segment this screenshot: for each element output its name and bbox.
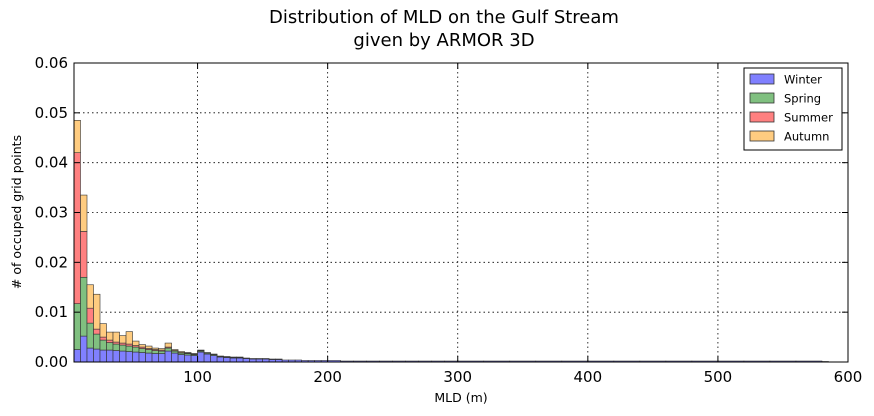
bar-autumn-40	[119, 335, 127, 344]
chart-subtitle: given by ARMOR 3D	[353, 30, 534, 51]
x-tick-label-2: 300	[443, 368, 472, 386]
y-axis-label: # of occuped grid points	[9, 135, 24, 289]
bar-winter-5	[73, 349, 81, 363]
bar-winter-20	[93, 348, 101, 363]
bar-winter-125	[229, 357, 237, 363]
bar-spring-75	[164, 347, 172, 352]
bar-spring-35	[112, 343, 120, 351]
bar-winter-35	[112, 350, 120, 363]
bar-winter-65	[151, 353, 159, 363]
bar-spring-65	[151, 350, 159, 354]
legend: Winter Spring Summer Autumn	[743, 67, 843, 151]
axis-ticks: 100 200 300 400 500 600 0.00 0.01 0.02 0.03 0.04 0.…	[35, 54, 863, 386]
bar-autumn-10	[80, 194, 88, 232]
bar-winter-30	[106, 349, 114, 363]
legend-swatch-spring	[749, 92, 775, 104]
bar-autumn-85	[177, 351, 185, 353]
bar-winter-25	[99, 349, 107, 363]
legend-label-summer: Summer	[784, 111, 833, 125]
y-tick-label-6: 0.06	[35, 54, 68, 72]
bar-spring-10	[80, 276, 88, 337]
x-tick-label-4: 500	[704, 368, 733, 386]
bar-winter-45	[125, 351, 133, 363]
bar-autumn-50	[132, 340, 140, 346]
bar-winter-55	[138, 352, 146, 363]
bar-winter-70	[158, 353, 166, 363]
bar-spring-20	[93, 333, 101, 350]
chart-title: Distribution of MLD on the Gulf Stream	[269, 7, 619, 28]
histogram-bars	[73, 120, 829, 363]
bar-spring-5	[73, 303, 81, 350]
legend-label-winter: Winter	[784, 73, 822, 87]
y-tick-label-0: 0.00	[35, 353, 68, 371]
legend-swatch-summer	[749, 111, 775, 123]
legend-label-spring: Spring	[784, 92, 821, 106]
bar-winter-40	[119, 350, 127, 363]
bar-autumn-45	[125, 331, 133, 345]
bar-spring-70	[158, 350, 166, 354]
y-tick-label-4: 0.04	[35, 154, 68, 172]
bar-autumn-65	[151, 347, 159, 350]
legend-swatch-autumn	[749, 130, 775, 142]
bar-autumn-25	[99, 323, 107, 338]
legend-swatch-winter	[749, 73, 775, 85]
x-tick-label-0: 100	[183, 368, 212, 386]
y-tick-label-2: 0.02	[35, 253, 68, 271]
bar-spring-60	[145, 349, 153, 354]
bar-spring-15	[86, 322, 94, 349]
bar-spring-40	[119, 344, 127, 352]
bar-winter-95	[190, 355, 198, 363]
bar-summer-5	[73, 152, 81, 304]
bar-winter-80	[171, 352, 179, 363]
bar-winter-120	[223, 357, 231, 363]
bar-winter-100	[197, 351, 205, 363]
bar-spring-55	[138, 348, 146, 353]
bar-winter-90	[184, 354, 192, 363]
bar-autumn-55	[138, 344, 146, 348]
bar-winter-85	[177, 354, 185, 363]
bar-summer-15	[86, 307, 94, 324]
bar-winter-135	[242, 358, 250, 363]
bar-summer-20	[93, 328, 101, 335]
bar-spring-45	[125, 345, 133, 352]
bar-summer-10	[80, 231, 88, 278]
x-tick-label-5: 600	[834, 368, 863, 386]
bar-winter-130	[236, 357, 244, 363]
bar-autumn-75	[164, 342, 172, 348]
grid-lines	[74, 63, 848, 362]
bar-winter-60	[145, 352, 153, 363]
bar-autumn-60	[145, 345, 153, 349]
bar-autumn-30	[106, 331, 114, 341]
bar-winter-105	[203, 353, 211, 363]
bar-autumn-20	[93, 293, 101, 330]
bar-spring-30	[106, 342, 114, 351]
x-tick-label-1: 200	[313, 368, 342, 386]
y-tick-label-1: 0.01	[35, 303, 68, 321]
bar-autumn-35	[112, 331, 120, 343]
bar-autumn-5	[73, 120, 81, 154]
bar-winter-15	[86, 347, 94, 363]
x-axis-label: MLD (m)	[434, 390, 487, 405]
y-tick-label-3: 0.03	[35, 204, 68, 222]
bar-spring-50	[132, 346, 140, 353]
bar-summer-25	[99, 336, 107, 341]
bar-autumn-70	[158, 348, 166, 351]
x-tick-label-3: 400	[574, 368, 603, 386]
legend-label-autumn: Autumn	[784, 130, 829, 144]
bar-winter-115	[216, 356, 224, 363]
bar-winter-75	[164, 350, 172, 363]
bar-autumn-80	[171, 349, 179, 351]
y-tick-label-5: 0.05	[35, 104, 68, 122]
bar-summer-30	[106, 339, 114, 343]
bar-winter-10	[80, 335, 88, 363]
bar-spring-25	[99, 339, 107, 351]
bar-winter-110	[210, 355, 218, 363]
bar-winter-50	[132, 351, 140, 363]
bar-autumn-15	[86, 284, 94, 309]
